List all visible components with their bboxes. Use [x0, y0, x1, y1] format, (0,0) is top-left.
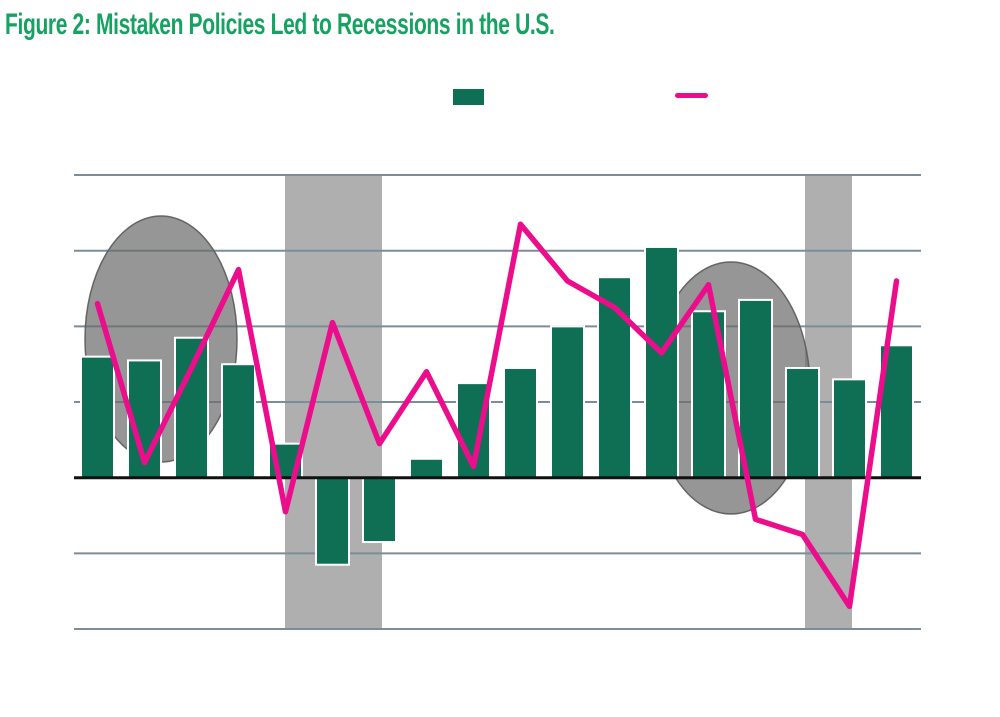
magenta-line-swatch-icon	[675, 93, 708, 98]
bar	[174, 336, 209, 479]
line-series	[94, 221, 900, 610]
green-bar-swatch-icon	[451, 87, 486, 107]
figure-title: Figure 2: Mistaken Policies Led to Reces…	[5, 8, 555, 41]
bar	[80, 355, 115, 479]
bar	[738, 298, 773, 479]
bar	[503, 366, 538, 479]
bar	[409, 457, 444, 479]
bar	[644, 245, 679, 479]
bar	[597, 276, 632, 479]
bar	[315, 476, 350, 566]
bar	[832, 378, 867, 479]
bar	[550, 325, 585, 479]
bar	[785, 366, 820, 479]
bar	[221, 363, 256, 479]
bar	[362, 476, 397, 544]
